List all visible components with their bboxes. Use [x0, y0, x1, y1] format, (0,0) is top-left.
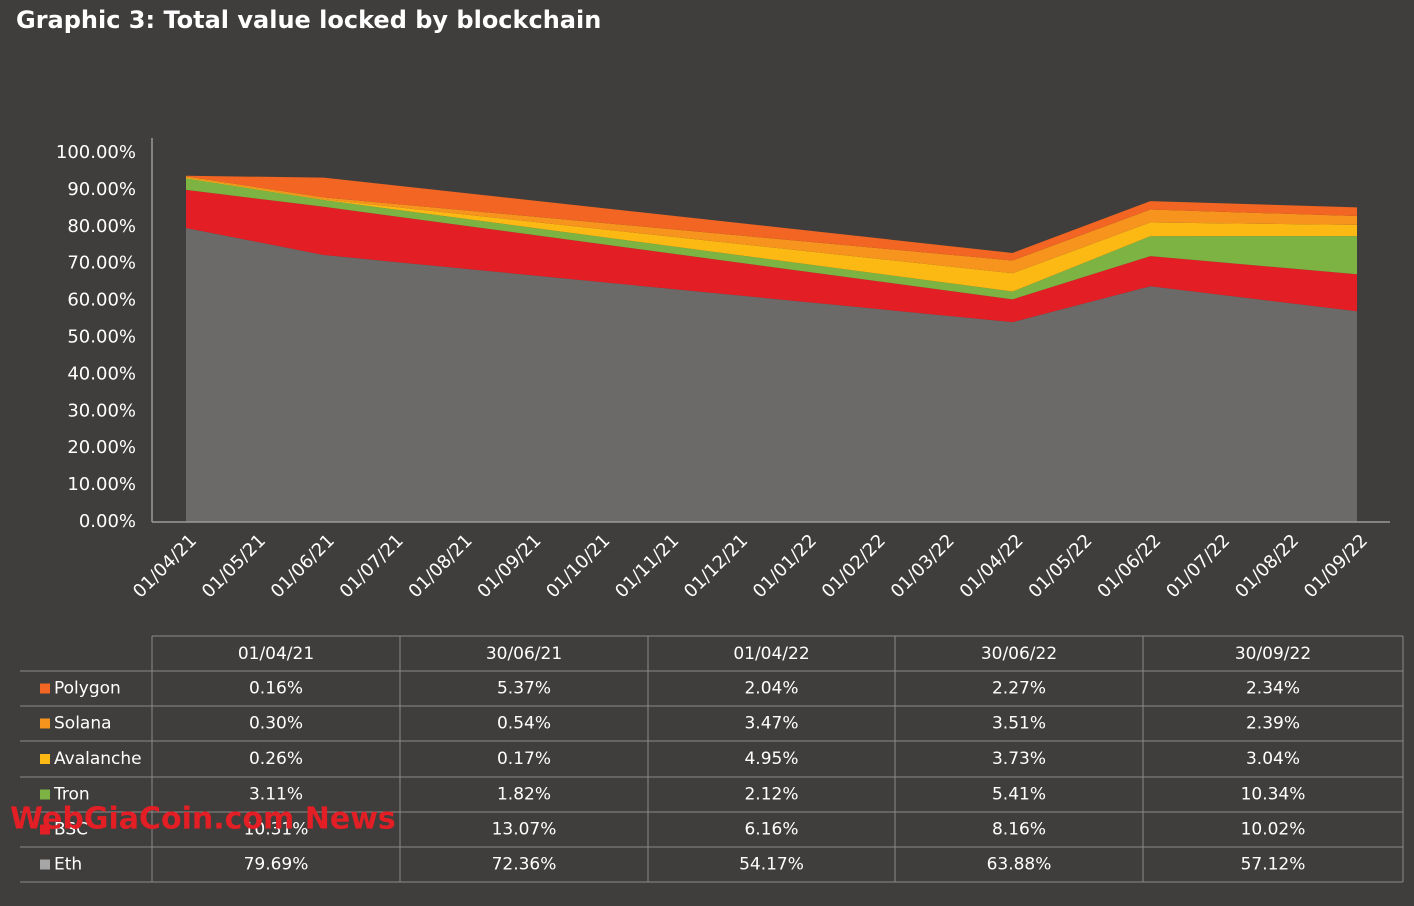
table-cell: 2.12% [744, 785, 798, 805]
table-header: 30/06/21 [486, 644, 562, 664]
legend-swatch [40, 718, 50, 729]
y-tick-label: 60.00% [67, 290, 136, 311]
y-tick-label: 10.00% [67, 474, 136, 495]
y-tick-label: 40.00% [67, 363, 136, 384]
table-cell: 2.04% [744, 679, 798, 699]
table-cell: 0.54% [497, 714, 551, 734]
y-tick-label: 70.00% [67, 253, 136, 274]
y-tick-label: 80.00% [67, 216, 136, 237]
legend-swatch [40, 754, 50, 764]
legend-label: Tron [53, 785, 90, 805]
table-cell: 8.16% [992, 820, 1046, 840]
table-cell: 2.27% [992, 679, 1046, 699]
table-cell: 0.17% [497, 749, 551, 769]
legend-swatch [40, 683, 50, 694]
table-cell: 3.11% [249, 785, 303, 805]
area [186, 189, 1357, 323]
table-cell: 54.17% [739, 855, 804, 875]
y-tick-label: 0.00% [79, 511, 136, 532]
legend-swatch [40, 824, 50, 835]
table-cell: 2.34% [1246, 679, 1300, 699]
table-cell: 63.88% [987, 855, 1052, 875]
y-tick-label: 50.00% [67, 327, 136, 348]
y-tick-label: 20.00% [67, 437, 136, 458]
y-tick-label: 100.00% [56, 142, 136, 163]
legend-swatch [40, 859, 50, 870]
table-header: 30/06/22 [981, 644, 1057, 664]
table-cell: 0.16% [249, 679, 303, 699]
table-cell: 72.36% [492, 855, 557, 875]
table-cell: 5.41% [992, 785, 1046, 805]
table-cell: 0.30% [249, 714, 303, 734]
table-cell: 2.39% [1246, 714, 1300, 734]
legend-label: Solana [54, 714, 112, 734]
area [186, 177, 1357, 292]
table-cell: 5.37% [497, 679, 551, 699]
table-cell: 13.07% [492, 820, 557, 840]
watermark: WebGiaCoin.com News [10, 802, 396, 837]
table-header: 01/04/22 [733, 644, 809, 664]
table-cell: 79.69% [244, 855, 309, 875]
table-cell: 10.31% [244, 820, 309, 840]
table-cell: 3.47% [744, 714, 798, 734]
legend-label: Eth [54, 855, 82, 875]
area [186, 175, 1357, 261]
table-cell: 6.16% [744, 820, 798, 840]
table-header: 01/04/21 [238, 644, 314, 664]
table-cell: 3.04% [1246, 749, 1300, 769]
table-cell: 57.12% [1241, 855, 1306, 875]
y-tick-label: 30.00% [67, 400, 136, 421]
table-cell: 1.82% [497, 785, 551, 805]
area [186, 176, 1357, 274]
table-header: 30/09/22 [1235, 644, 1311, 664]
area [186, 227, 1357, 522]
legend-label: Avalanche [54, 749, 142, 769]
table-cell: 10.34% [1241, 785, 1306, 805]
legend-swatch [40, 789, 50, 800]
chart-title: Graphic 3: Total value locked by blockch… [16, 6, 601, 34]
table-cell: 0.26% [249, 749, 303, 769]
legend-label: BSC [54, 820, 88, 840]
table-cell: 3.51% [992, 714, 1046, 734]
table-cell: 3.73% [992, 749, 1046, 769]
legend-label: Polygon [54, 679, 121, 699]
table-cell: 10.02% [1241, 820, 1306, 840]
y-tick-label: 90.00% [67, 179, 136, 200]
table-cell: 4.95% [744, 749, 798, 769]
